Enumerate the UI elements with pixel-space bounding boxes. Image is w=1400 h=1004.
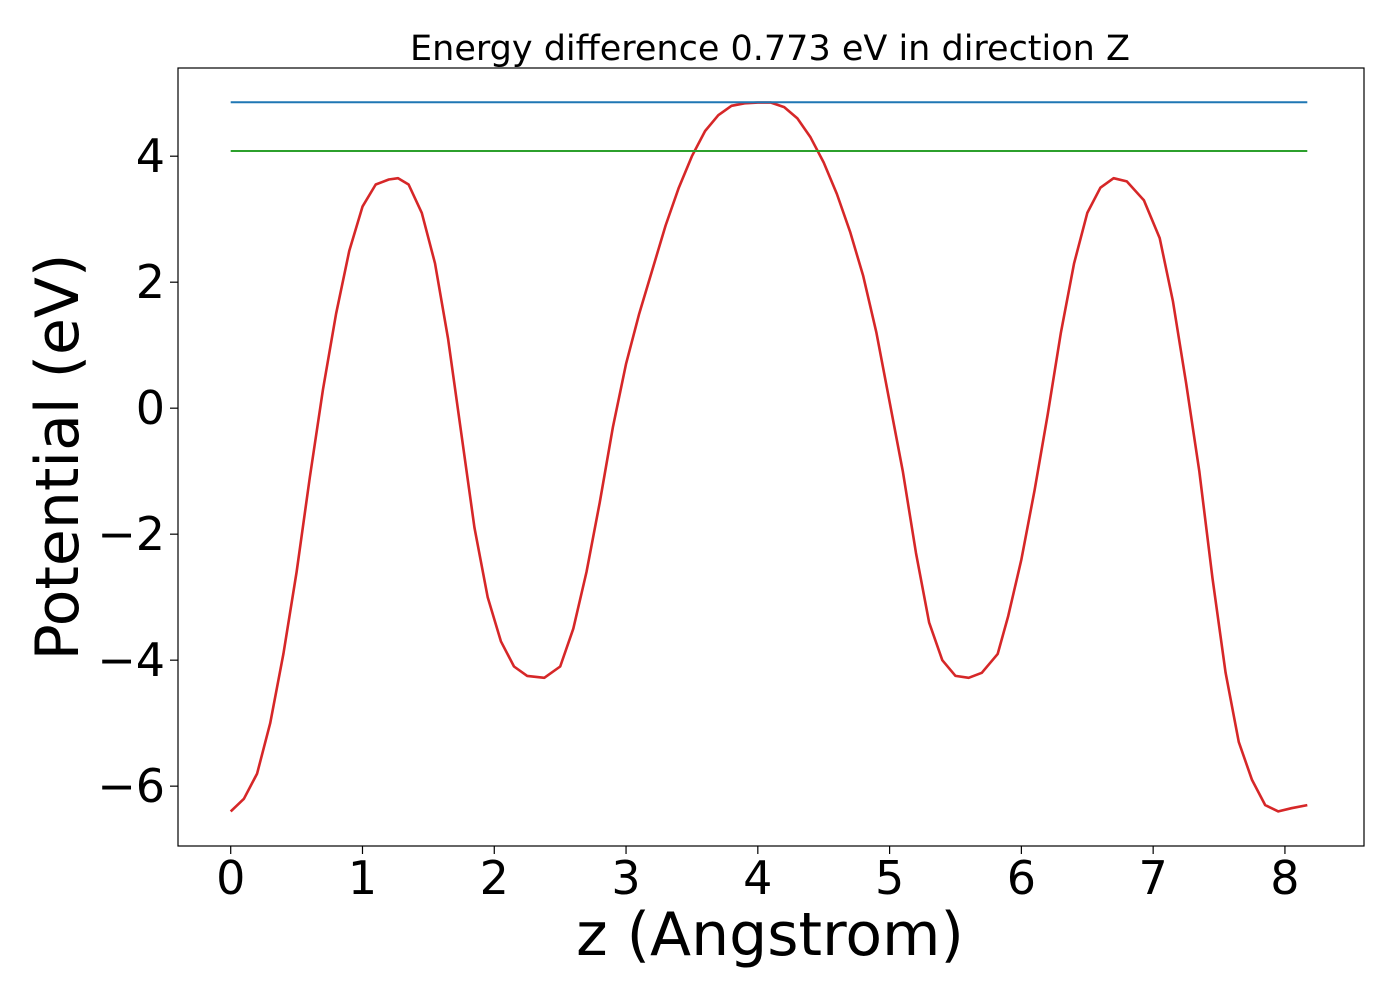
x-tick-label: 2 — [480, 851, 509, 905]
y-tick-label: 0 — [136, 381, 165, 435]
x-tick-label: 4 — [743, 851, 772, 905]
y-tick-label: 2 — [136, 255, 165, 309]
x-axis: 0 1 2 3 4 5 6 7 8 — [216, 846, 1300, 905]
y-tick-label: −2 — [97, 507, 165, 561]
x-tick-label: 7 — [1139, 851, 1168, 905]
x-axis-label: z (Angstrom) — [576, 900, 964, 970]
y-tick-label: −6 — [97, 759, 165, 813]
x-tick-label: 8 — [1270, 851, 1299, 905]
series-line-0 — [229, 101, 1308, 813]
y-tick-label: 4 — [136, 129, 165, 183]
plot-lines — [229, 101, 1308, 813]
x-tick-label: 6 — [1007, 851, 1036, 905]
x-tick-label: 3 — [611, 851, 640, 905]
y-tick-label: −4 — [97, 633, 165, 687]
x-tick-label: 1 — [348, 851, 377, 905]
y-axis: −6 −4 −2 0 2 4 — [97, 129, 178, 813]
plot-area-frame — [177, 67, 1365, 847]
x-tick-label: 5 — [875, 851, 904, 905]
chart-title: Energy difference 0.773 eV in direction … — [410, 29, 1130, 69]
y-axis-label: Potential (eV) — [23, 254, 93, 661]
x-tick-label: 0 — [216, 851, 245, 905]
